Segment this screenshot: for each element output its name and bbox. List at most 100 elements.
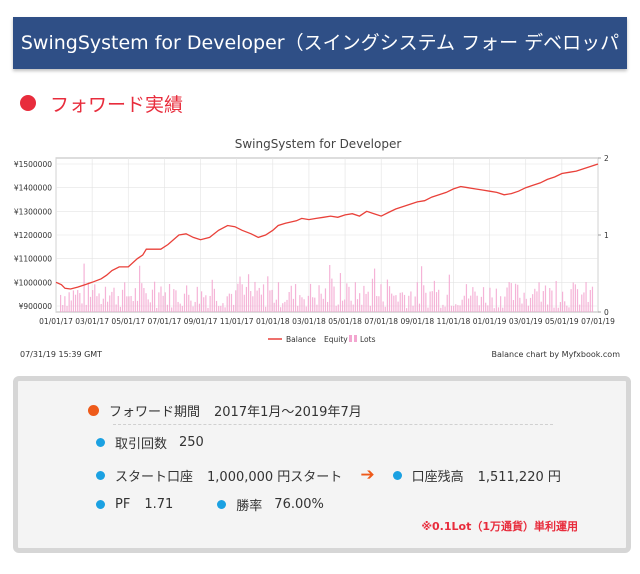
lots-bar — [444, 306, 446, 312]
lots-bar — [408, 295, 410, 312]
lots-bar — [228, 293, 230, 312]
lots-bar — [337, 304, 339, 312]
x-tick-label: 05/01/19 — [545, 317, 579, 326]
lots-bar — [572, 282, 574, 312]
lots-bar — [495, 288, 497, 312]
lots-bar — [553, 307, 555, 312]
lots-bar — [331, 278, 333, 312]
lots-bar — [215, 300, 218, 312]
lots-bar — [139, 265, 141, 312]
x-tick-label: 05/01/17 — [111, 317, 145, 326]
pf-value: 1.71 — [144, 497, 174, 512]
lot-note: ※0.1Lot（1万通貨）単利運用 — [421, 520, 578, 533]
lots-bar — [318, 285, 320, 312]
balance-value: 1,511,220 円 — [477, 469, 561, 485]
lots-bar — [474, 291, 476, 312]
lots-bar — [241, 284, 243, 312]
page-banner: SwingSystem for Developer（スイングシステム フォー デ… — [13, 17, 627, 106]
orange-dot-icon — [88, 405, 99, 416]
lots-bar — [472, 287, 474, 312]
lots-bar — [77, 290, 79, 312]
lots-bar — [557, 307, 559, 312]
lots-bar — [369, 305, 371, 312]
lots-bar — [186, 285, 188, 312]
lots-bar — [271, 289, 273, 312]
lots-bar — [277, 282, 280, 312]
lots-bar — [463, 295, 465, 312]
lots-bar — [587, 301, 589, 312]
lots-bar — [388, 286, 391, 312]
lots-bar — [493, 308, 495, 312]
lots-bar — [171, 307, 173, 312]
lots-bar — [292, 298, 295, 312]
lots-bar — [166, 304, 168, 312]
lots-bar — [517, 284, 519, 312]
lots-bar — [425, 292, 427, 312]
lots-bar — [237, 283, 239, 312]
lots-bar — [96, 296, 98, 312]
x-tick-label: 01/01/18 — [256, 317, 290, 326]
lots-bar — [359, 293, 361, 312]
x-tick-label: 05/01/18 — [328, 317, 362, 326]
balance-label: 口座残高 — [411, 469, 464, 485]
lots-bar — [297, 305, 299, 312]
lots-bar — [576, 289, 579, 312]
x-tick-label: 07/01/17 — [148, 317, 182, 326]
lots-bar — [316, 304, 318, 312]
lots-bar — [314, 297, 316, 312]
lots-bar — [188, 294, 190, 312]
lots-bar — [198, 303, 201, 312]
lots-bar — [299, 295, 301, 312]
lots-bar — [480, 296, 482, 312]
lots-bar — [87, 282, 89, 312]
lots-bar — [158, 292, 160, 312]
y-tick-label: ¥1300000 — [14, 207, 52, 216]
lots-bar — [341, 300, 344, 312]
lots-bar — [579, 304, 581, 312]
lots-bar — [190, 300, 192, 312]
lots-bar — [235, 290, 237, 312]
lots-bar — [100, 304, 102, 312]
lots-bar — [529, 297, 532, 312]
lots-bar — [482, 287, 485, 312]
lots-bar — [322, 298, 324, 312]
x-tick-label: 01/01/19 — [473, 317, 507, 326]
x-tick-label: 03/01/17 — [75, 317, 109, 326]
arrow-right-icon: ➔ — [360, 465, 375, 485]
lots-bar — [446, 294, 448, 312]
lots-bar — [365, 293, 367, 312]
lots-bar — [200, 291, 203, 312]
lots-bar — [290, 285, 292, 312]
lots-bar — [512, 300, 515, 312]
start-row: スタート口座 1,000,000 円スタート ➔ 口座残高 1,511,220 … — [96, 465, 561, 485]
lots-bar — [218, 306, 220, 312]
section-header: フォワード実績 — [20, 90, 183, 116]
lots-bar — [566, 305, 568, 312]
lots-bar — [121, 289, 124, 312]
lots-bar — [301, 297, 303, 312]
lots-bar — [147, 299, 149, 312]
lots-bar — [412, 305, 414, 312]
lots-bar — [66, 306, 68, 312]
lots-bar — [275, 299, 277, 312]
lots-bar — [504, 296, 506, 312]
lots-bar — [502, 307, 504, 312]
lots-bar — [461, 299, 463, 312]
pf-label: PF — [115, 497, 131, 512]
lots-bar — [81, 303, 83, 312]
lots-bar — [224, 307, 226, 312]
lots-bar — [92, 290, 94, 312]
blue-dot-icon — [96, 470, 105, 480]
lots-bar — [352, 304, 354, 312]
lots-bar — [418, 303, 421, 312]
lots-bar — [307, 295, 309, 312]
lots-bar — [561, 291, 564, 312]
lots-bar — [233, 304, 235, 312]
lots-bar — [570, 289, 572, 312]
lots-bar — [373, 268, 376, 312]
lots-bar — [403, 294, 406, 312]
lots-bar — [333, 286, 335, 312]
lots-bar — [393, 295, 395, 312]
lots-bar — [431, 291, 433, 312]
lots-bar — [465, 284, 468, 312]
